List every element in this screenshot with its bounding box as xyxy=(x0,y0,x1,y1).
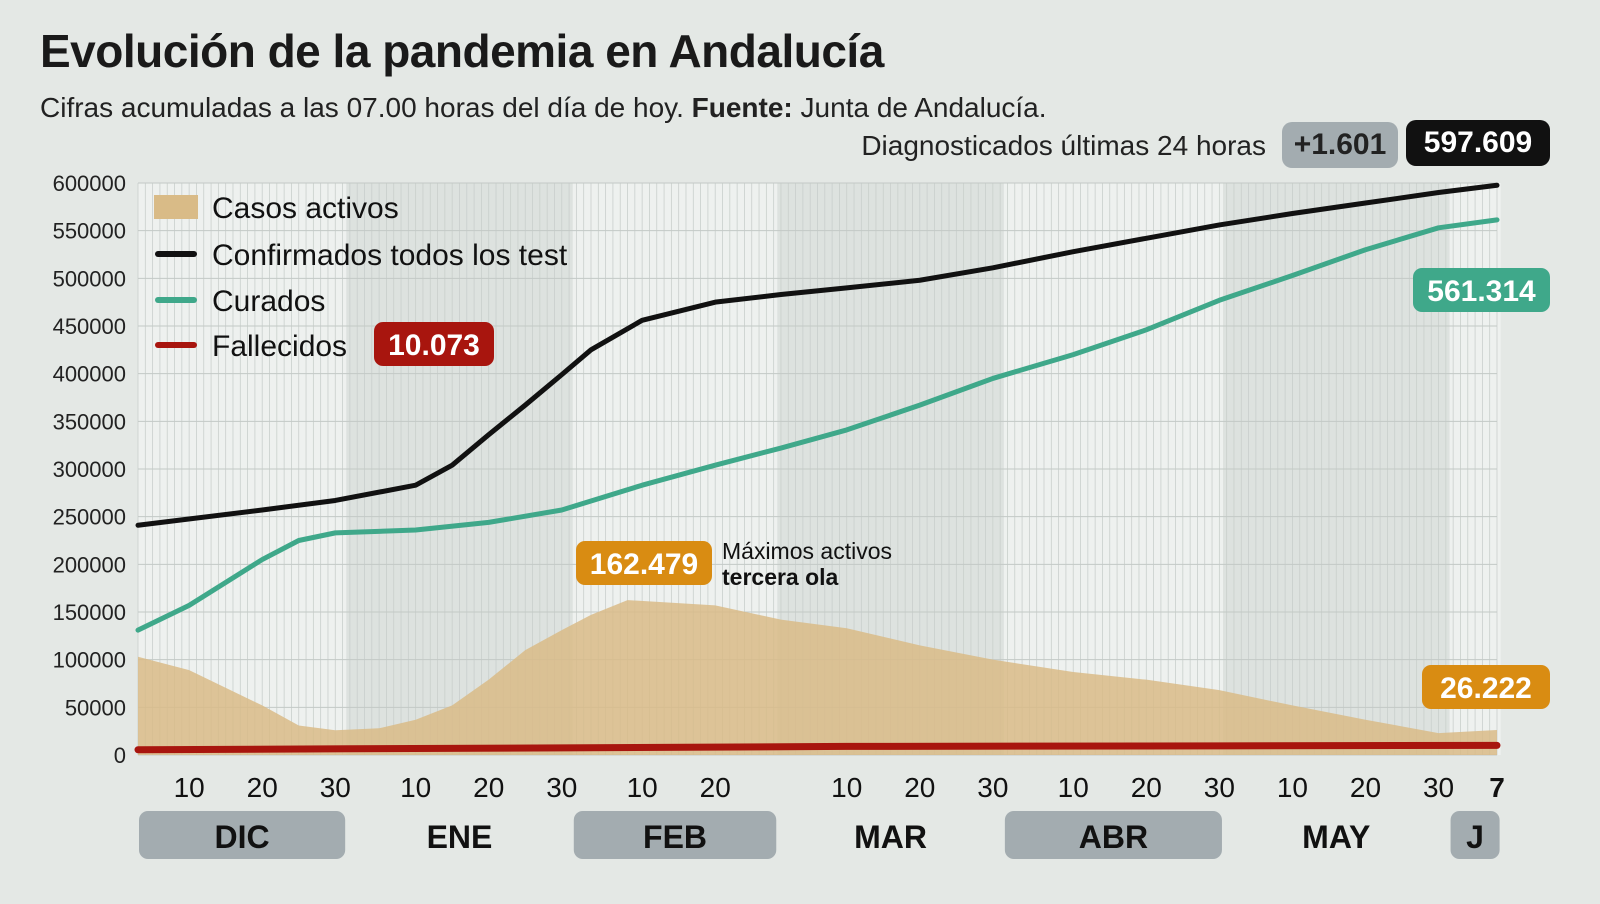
x-tick-label: 20 xyxy=(247,772,278,803)
source-text: Junta de Andalucía. xyxy=(800,92,1047,123)
legend-label: Curados xyxy=(212,285,325,318)
x-tick-label: 20 xyxy=(700,772,731,803)
x-tick-label: 10 xyxy=(1277,772,1308,803)
peak-badge-text: 162.479 xyxy=(590,548,698,581)
series-fallecidos-line xyxy=(134,741,1501,754)
x-tick-label: 30 xyxy=(320,772,351,803)
subtitle-text: Cifras acumuladas a las 07.00 horas del … xyxy=(40,92,684,123)
diagnosed-total-badge: 597.609 xyxy=(1406,120,1550,166)
page-title: Evolución de la pandemia en Andalucía xyxy=(40,25,884,77)
month-label-dic: DIC xyxy=(215,819,270,855)
y-tick-label: 300000 xyxy=(53,457,126,482)
y-tick-label: 50000 xyxy=(65,695,126,720)
y-tick-label: 250000 xyxy=(53,505,126,530)
peak-badge xyxy=(576,541,712,585)
month-label-j: J xyxy=(1466,819,1484,855)
month-pill xyxy=(573,811,777,859)
peak-annotation-line1: Máximos activos xyxy=(722,538,892,564)
y-tick-label: 350000 xyxy=(53,409,126,434)
y-tick-label: 200000 xyxy=(53,552,126,577)
curados-badge-text: 561.314 xyxy=(1427,275,1536,308)
month-label-ene: ENE xyxy=(427,819,493,855)
x-tick-label: 7 xyxy=(1489,772,1505,803)
series-curados-line xyxy=(135,217,1500,633)
y-tick-label: 600000 xyxy=(53,171,126,196)
x-tick-label: 30 xyxy=(977,772,1008,803)
month-pill xyxy=(1450,811,1500,859)
peak-annotation-line2: tercera ola xyxy=(722,564,839,590)
legend-label: Confirmados todos los test xyxy=(212,239,568,272)
y-tick-label: 0 xyxy=(114,743,126,768)
series-confirmados-line xyxy=(135,182,1500,528)
month-label-abr: ABR xyxy=(1079,819,1148,855)
x-tick-label: 10 xyxy=(174,772,205,803)
month-label-mar: MAR xyxy=(854,819,927,855)
legend-label: Casos activos xyxy=(212,192,399,225)
diagnosed-label: Diagnosticados últimas 24 horas xyxy=(861,130,1266,161)
x-tick-label: 20 xyxy=(1350,772,1381,803)
x-tick-label: 20 xyxy=(904,772,935,803)
y-tick-label: 500000 xyxy=(53,266,126,291)
diagnosed-delta-badge: +1.601 xyxy=(1282,122,1398,168)
curados-badge xyxy=(1413,268,1550,312)
series-casos-activos-area xyxy=(138,600,1497,755)
legend-label: Fallecidos xyxy=(212,330,347,363)
x-tick-label: 30 xyxy=(1204,772,1235,803)
activos-last-badge-text: 26.222 xyxy=(1440,672,1532,705)
month-label-may: MAY xyxy=(1302,819,1370,855)
legend-swatch-area xyxy=(154,195,198,219)
subtitle: Cifras acumuladas a las 07.00 horas del … xyxy=(40,92,1047,124)
y-tick-label: 550000 xyxy=(53,219,126,244)
y-tick-label: 150000 xyxy=(53,600,126,625)
y-tick-label: 100000 xyxy=(53,648,126,673)
x-tick-label: 30 xyxy=(1423,772,1454,803)
y-tick-label: 450000 xyxy=(53,314,126,339)
month-pill xyxy=(1004,811,1222,859)
month-label-feb: FEB xyxy=(643,819,707,855)
x-tick-label: 20 xyxy=(1131,772,1162,803)
source-label: Fuente: xyxy=(691,92,793,123)
activos-last-badge xyxy=(1422,665,1550,709)
x-tick-label: 30 xyxy=(546,772,577,803)
month-pill xyxy=(139,811,346,859)
fallecidos-badge-text: 10.073 xyxy=(388,329,480,362)
x-tick-label: 10 xyxy=(1058,772,1089,803)
x-tick-label: 10 xyxy=(627,772,658,803)
y-tick-label: 400000 xyxy=(53,362,126,387)
x-tick-label: 10 xyxy=(831,772,862,803)
x-tick-label: 10 xyxy=(400,772,431,803)
fallecidos-badge xyxy=(374,322,494,366)
x-tick-label: 20 xyxy=(473,772,504,803)
